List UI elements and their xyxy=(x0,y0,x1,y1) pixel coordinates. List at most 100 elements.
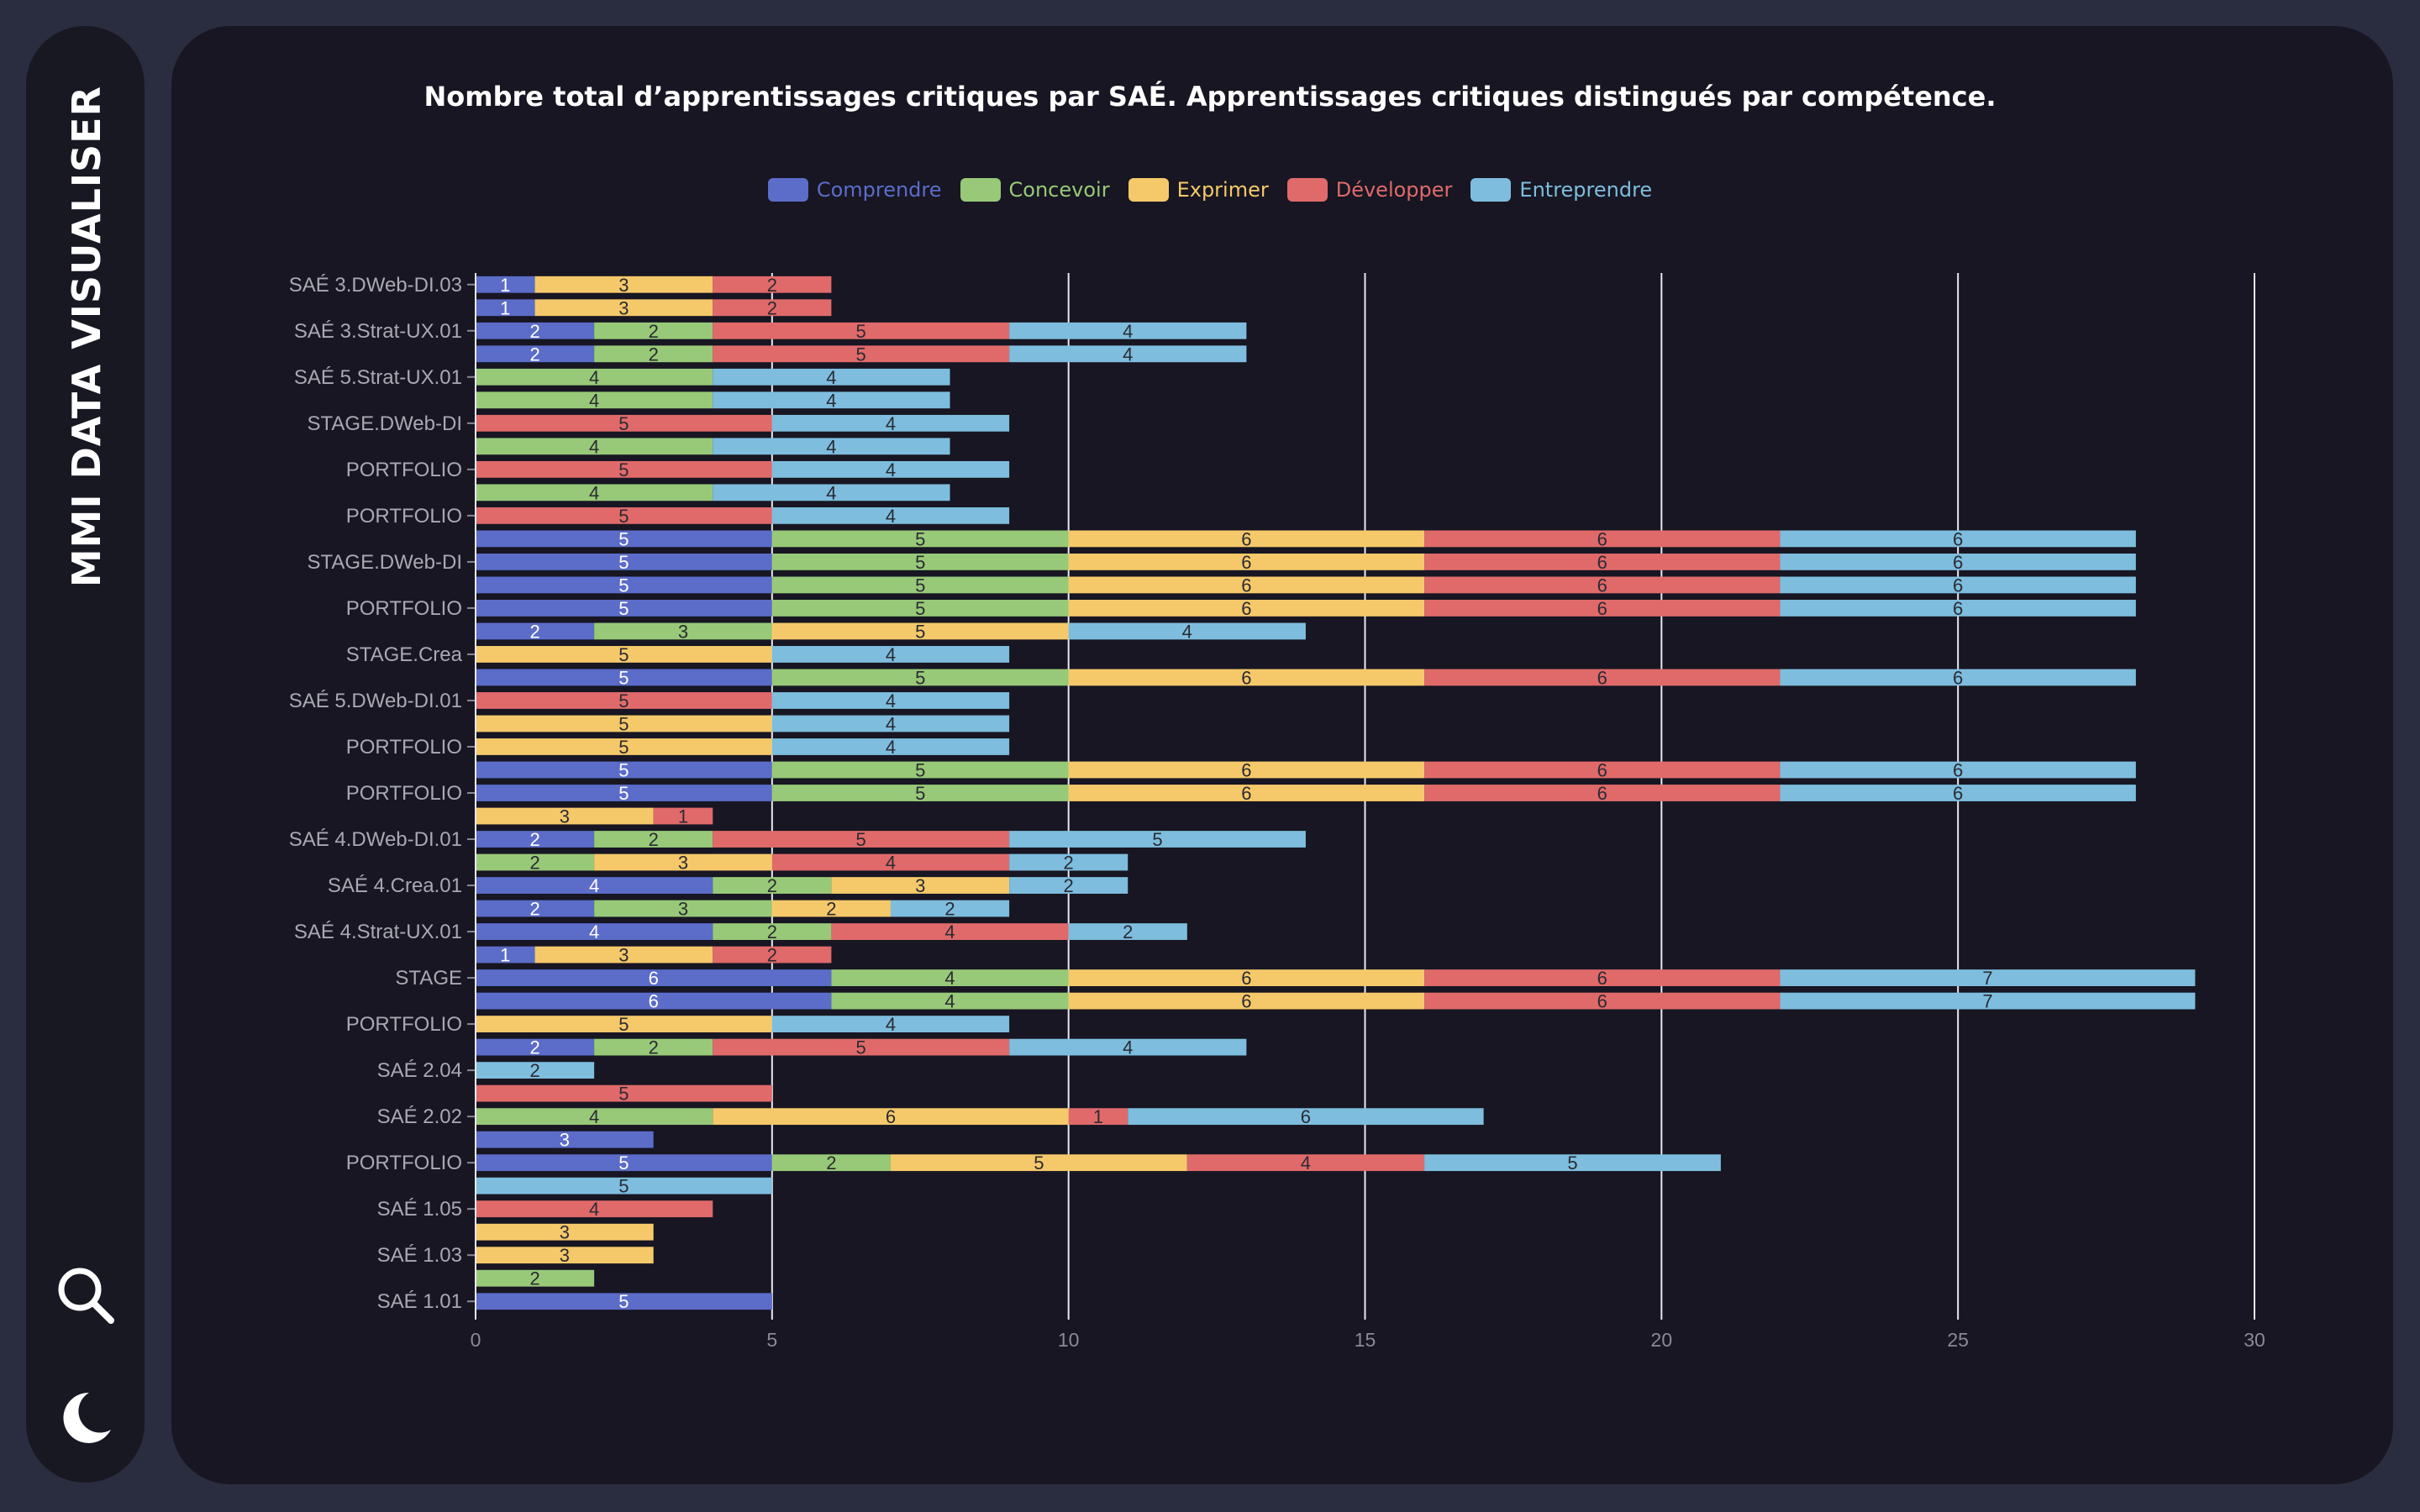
bar-segment[interactable] xyxy=(713,831,1010,848)
bar-segment[interactable] xyxy=(1424,992,1781,1010)
bar-segment[interactable] xyxy=(476,484,713,501)
bar-segment[interactable] xyxy=(771,576,1069,594)
bar-segment[interactable] xyxy=(476,946,535,963)
bar-segment[interactable] xyxy=(1068,553,1425,570)
bar-segment[interactable] xyxy=(890,900,1010,917)
bar-segment[interactable] xyxy=(713,276,832,293)
bar-segment[interactable] xyxy=(771,646,1010,663)
bar-segment[interactable] xyxy=(1424,1154,1721,1172)
bar-segment[interactable] xyxy=(771,692,1010,709)
bar-segment[interactable] xyxy=(1068,992,1425,1010)
bar-segment[interactable] xyxy=(476,1223,654,1241)
bar-segment[interactable] xyxy=(771,761,1069,779)
moon-icon[interactable] xyxy=(52,1384,119,1452)
bar-segment[interactable] xyxy=(1068,530,1425,548)
legend-item[interactable]: Développer xyxy=(1286,178,1452,202)
bar-segment[interactable] xyxy=(476,785,772,801)
bar-segment[interactable] xyxy=(1009,345,1247,363)
bar-segment[interactable] xyxy=(713,322,1010,339)
bar-segment[interactable] xyxy=(534,299,713,317)
bar-segment[interactable] xyxy=(713,877,832,894)
bar-segment[interactable] xyxy=(653,807,713,825)
bar-segment[interactable] xyxy=(476,460,772,478)
bar-segment[interactable] xyxy=(771,785,1069,801)
bar-segment[interactable] xyxy=(1068,969,1425,986)
bar-segment[interactable] xyxy=(476,600,772,617)
bar-segment[interactable] xyxy=(476,1177,772,1194)
legend-item[interactable]: Concevoir xyxy=(960,178,1110,202)
bar-segment[interactable] xyxy=(476,761,772,779)
bar-segment[interactable] xyxy=(1424,530,1781,548)
bar-segment[interactable] xyxy=(1068,622,1306,640)
bar-segment[interactable] xyxy=(476,553,772,570)
bar-segment[interactable] xyxy=(476,299,535,317)
bar-segment[interactable] xyxy=(476,1062,595,1079)
bar-segment[interactable] xyxy=(476,322,595,339)
bar-segment[interactable] xyxy=(476,576,772,594)
legend-item[interactable]: Comprendre xyxy=(767,178,942,202)
bar-segment[interactable] xyxy=(1780,761,2136,779)
bar-segment[interactable] xyxy=(1068,669,1425,686)
bar-segment[interactable] xyxy=(594,900,772,917)
bar-segment[interactable] xyxy=(771,530,1069,548)
bar-segment[interactable] xyxy=(476,368,713,386)
bar-segment[interactable] xyxy=(1068,600,1425,617)
bar-segment[interactable] xyxy=(476,530,772,548)
bar-segment[interactable] xyxy=(771,460,1010,478)
bar-segment[interactable] xyxy=(476,923,713,940)
bar-segment[interactable] xyxy=(476,507,772,524)
legend-item[interactable]: Exprimer xyxy=(1128,178,1269,202)
bar-segment[interactable] xyxy=(476,1293,772,1310)
bar-segment[interactable] xyxy=(476,1084,772,1102)
bar-segment[interactable] xyxy=(476,692,772,709)
bar-segment[interactable] xyxy=(1780,530,2136,548)
bar-segment[interactable] xyxy=(771,622,1069,640)
bar-segment[interactable] xyxy=(1780,969,2196,986)
bar-segment[interactable] xyxy=(1424,669,1781,686)
bar-segment[interactable] xyxy=(1009,831,1306,848)
bar-segment[interactable] xyxy=(594,622,772,640)
bar-segment[interactable] xyxy=(1424,785,1781,801)
bar-segment[interactable] xyxy=(476,1247,654,1264)
bar-segment[interactable] xyxy=(713,484,950,501)
bar-segment[interactable] xyxy=(594,853,772,871)
bar-segment[interactable] xyxy=(1009,853,1128,871)
bar-segment[interactable] xyxy=(476,831,595,848)
bar-segment[interactable] xyxy=(476,438,713,455)
bar-segment[interactable] xyxy=(534,276,713,293)
bar-segment[interactable] xyxy=(771,553,1069,570)
bar-segment[interactable] xyxy=(771,900,891,917)
bar-segment[interactable] xyxy=(1780,785,2136,801)
bar-segment[interactable] xyxy=(1780,669,2136,686)
bar-segment[interactable] xyxy=(771,853,1010,871)
bar-segment[interactable] xyxy=(476,738,772,755)
bar-segment[interactable] xyxy=(713,946,832,963)
bar-segment[interactable] xyxy=(831,969,1069,986)
bar-segment[interactable] xyxy=(476,900,595,917)
bar-segment[interactable] xyxy=(476,1200,713,1218)
bar-segment[interactable] xyxy=(713,923,832,940)
bar-segment[interactable] xyxy=(713,1038,1010,1056)
legend-item[interactable]: Entreprendre xyxy=(1470,178,1652,202)
bar-segment[interactable] xyxy=(476,1038,595,1056)
bar-segment[interactable] xyxy=(476,1108,713,1126)
bar-segment[interactable] xyxy=(1009,877,1128,894)
bar-segment[interactable] xyxy=(1068,1108,1128,1126)
bar-segment[interactable] xyxy=(713,1108,1069,1126)
bar-segment[interactable] xyxy=(1068,761,1425,779)
bar-segment[interactable] xyxy=(890,1154,1187,1172)
bar-segment[interactable] xyxy=(1780,553,2136,570)
bar-segment[interactable] xyxy=(594,1038,713,1056)
bar-segment[interactable] xyxy=(771,507,1010,524)
bar-segment[interactable] xyxy=(476,807,654,825)
bar-segment[interactable] xyxy=(771,414,1010,432)
bar-segment[interactable] xyxy=(831,923,1069,940)
bar-segment[interactable] xyxy=(831,992,1069,1010)
bar-segment[interactable] xyxy=(1424,761,1781,779)
bar-segment[interactable] xyxy=(476,391,713,409)
bar-segment[interactable] xyxy=(476,276,535,293)
bar-segment[interactable] xyxy=(1424,576,1781,594)
bar-segment[interactable] xyxy=(713,368,950,386)
bar-segment[interactable] xyxy=(476,715,772,732)
bar-segment[interactable] xyxy=(594,345,713,363)
